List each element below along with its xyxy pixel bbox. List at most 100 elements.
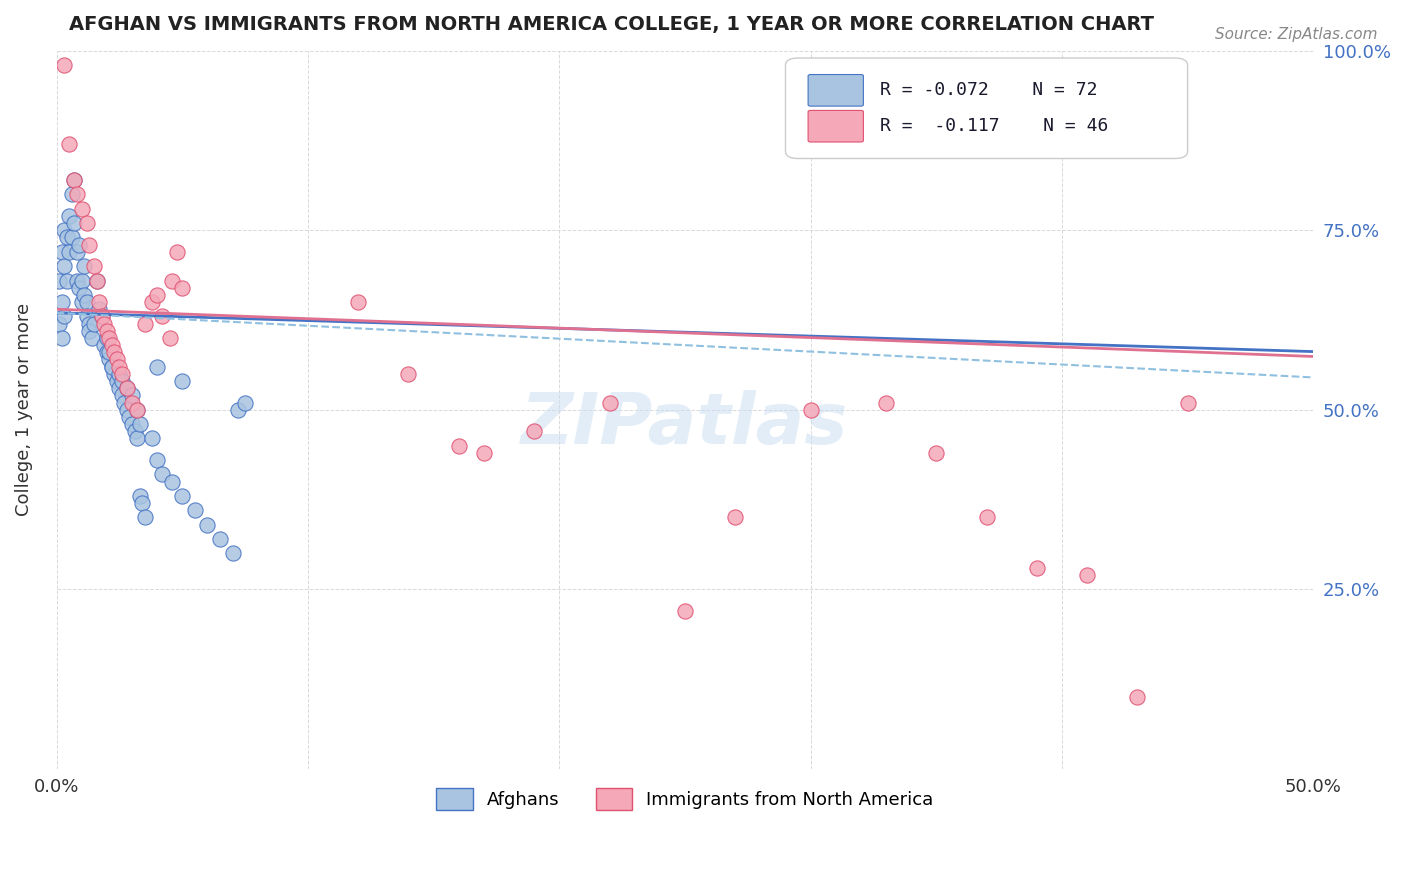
Point bbox=[67, 281, 90, 295]
Point bbox=[70, 295, 93, 310]
Point bbox=[121, 388, 143, 402]
Point bbox=[80, 331, 103, 345]
Point bbox=[48, 317, 70, 331]
Point bbox=[172, 281, 194, 295]
FancyBboxPatch shape bbox=[808, 75, 863, 106]
Point bbox=[472, 446, 495, 460]
Point bbox=[86, 273, 108, 287]
Point bbox=[73, 259, 96, 273]
Point bbox=[125, 432, 148, 446]
Point bbox=[599, 395, 621, 409]
Point bbox=[114, 395, 136, 409]
Point bbox=[83, 317, 105, 331]
Point bbox=[1025, 560, 1047, 574]
Point bbox=[111, 374, 134, 388]
Point bbox=[76, 216, 98, 230]
Point bbox=[103, 345, 125, 359]
Point bbox=[55, 230, 77, 244]
Point bbox=[105, 374, 128, 388]
Point bbox=[976, 510, 998, 524]
Point bbox=[51, 331, 73, 345]
Point bbox=[159, 331, 181, 345]
Point bbox=[141, 295, 163, 310]
FancyBboxPatch shape bbox=[808, 111, 863, 142]
Point bbox=[48, 273, 70, 287]
Point bbox=[96, 345, 118, 359]
Text: AFGHAN VS IMMIGRANTS FROM NORTH AMERICA COLLEGE, 1 YEAR OR MORE CORRELATION CHAR: AFGHAN VS IMMIGRANTS FROM NORTH AMERICA … bbox=[69, 15, 1154, 34]
Point bbox=[98, 345, 121, 359]
Point bbox=[128, 489, 150, 503]
Point bbox=[53, 310, 76, 324]
Point bbox=[141, 432, 163, 446]
Point bbox=[724, 510, 747, 524]
Point bbox=[233, 395, 256, 409]
Point bbox=[160, 475, 183, 489]
Point bbox=[184, 503, 207, 517]
Point bbox=[101, 359, 124, 374]
Point bbox=[53, 223, 76, 237]
Point bbox=[115, 381, 138, 395]
Point bbox=[197, 517, 219, 532]
Point bbox=[447, 439, 470, 453]
Point bbox=[83, 259, 105, 273]
Point bbox=[166, 244, 188, 259]
Point bbox=[79, 237, 101, 252]
Text: R =  -0.117    N = 46: R = -0.117 N = 46 bbox=[880, 117, 1108, 136]
Point bbox=[105, 352, 128, 367]
Point bbox=[60, 230, 83, 244]
Point bbox=[226, 402, 249, 417]
Point bbox=[131, 496, 153, 510]
Point bbox=[800, 402, 823, 417]
Point bbox=[58, 244, 80, 259]
Point bbox=[63, 173, 86, 187]
Point bbox=[70, 273, 93, 287]
Point bbox=[108, 381, 131, 395]
Point bbox=[146, 359, 169, 374]
Point bbox=[86, 273, 108, 287]
Point bbox=[98, 352, 121, 367]
Point bbox=[121, 395, 143, 409]
Point bbox=[96, 331, 118, 345]
Point bbox=[58, 209, 80, 223]
Point bbox=[134, 510, 156, 524]
Point bbox=[53, 259, 76, 273]
Point bbox=[146, 288, 169, 302]
Point bbox=[221, 546, 243, 560]
Point bbox=[398, 367, 420, 381]
Point bbox=[108, 359, 131, 374]
Text: Source: ZipAtlas.com: Source: ZipAtlas.com bbox=[1215, 27, 1378, 42]
Point bbox=[103, 367, 125, 381]
Point bbox=[125, 402, 148, 417]
Point bbox=[1076, 567, 1098, 582]
Point bbox=[124, 424, 146, 438]
Point bbox=[79, 324, 101, 338]
Point bbox=[76, 295, 98, 310]
Point bbox=[150, 467, 173, 482]
Y-axis label: College, 1 year or more: College, 1 year or more bbox=[15, 303, 32, 516]
Point bbox=[146, 453, 169, 467]
Text: R = -0.072    N = 72: R = -0.072 N = 72 bbox=[880, 81, 1097, 99]
Legend: Afghans, Immigrants from North America: Afghans, Immigrants from North America bbox=[429, 780, 941, 817]
Point bbox=[673, 604, 696, 618]
Point bbox=[150, 310, 173, 324]
Point bbox=[63, 216, 86, 230]
Point bbox=[67, 237, 90, 252]
Point bbox=[208, 532, 231, 546]
Point bbox=[925, 446, 948, 460]
Point bbox=[118, 409, 141, 424]
Point bbox=[1126, 690, 1149, 704]
Point bbox=[128, 417, 150, 431]
Point bbox=[79, 317, 101, 331]
Point bbox=[115, 381, 138, 395]
Point bbox=[70, 202, 93, 216]
Point bbox=[172, 489, 194, 503]
Point bbox=[108, 367, 131, 381]
Point bbox=[134, 317, 156, 331]
Point bbox=[523, 424, 546, 438]
Point bbox=[53, 58, 76, 72]
Point bbox=[101, 338, 124, 352]
Point bbox=[1177, 395, 1199, 409]
Point bbox=[125, 402, 148, 417]
Point bbox=[63, 173, 86, 187]
Point bbox=[66, 244, 89, 259]
